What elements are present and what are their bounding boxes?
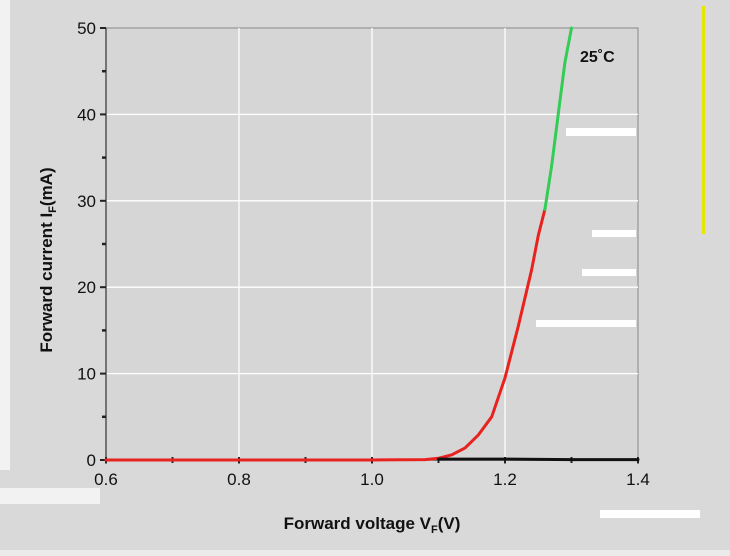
left-bottom-strip <box>0 488 100 504</box>
x-tick-label: 1.2 <box>493 470 517 489</box>
series-line-0 <box>104 207 547 462</box>
x-tick-label: 0.8 <box>227 470 251 489</box>
left-edge-strip <box>0 0 10 470</box>
y-axis-title: Forward current IF(mA) <box>37 167 59 352</box>
grid <box>106 28 638 460</box>
series-group <box>104 26 640 462</box>
artifact-strip <box>582 269 636 276</box>
artifact-strip <box>566 128 636 136</box>
artifact-strips <box>536 128 700 518</box>
bottom-edge-strip <box>0 550 730 556</box>
y-tick-label: 40 <box>77 105 96 124</box>
y-tick-label: 50 <box>77 19 96 38</box>
y-tick-label: 20 <box>77 278 96 297</box>
artifact-strip <box>536 320 636 327</box>
artifact-strip <box>592 230 636 237</box>
series-line-2 <box>437 457 640 462</box>
x-tick-label: 1.0 <box>360 470 384 489</box>
x-tick-label: 1.4 <box>626 470 650 489</box>
temperature-annotation: 25˚C <box>580 49 615 66</box>
y-tick-label: 0 <box>87 451 96 470</box>
x-axis-title: Forward voltage VF(V) <box>284 514 461 536</box>
artifact-strip <box>600 510 700 518</box>
y-tick-label: 30 <box>77 192 96 211</box>
x-tick-label: 0.6 <box>94 470 118 489</box>
y-tick-label: 10 <box>77 365 96 384</box>
right-edge-marker <box>702 6 705 234</box>
